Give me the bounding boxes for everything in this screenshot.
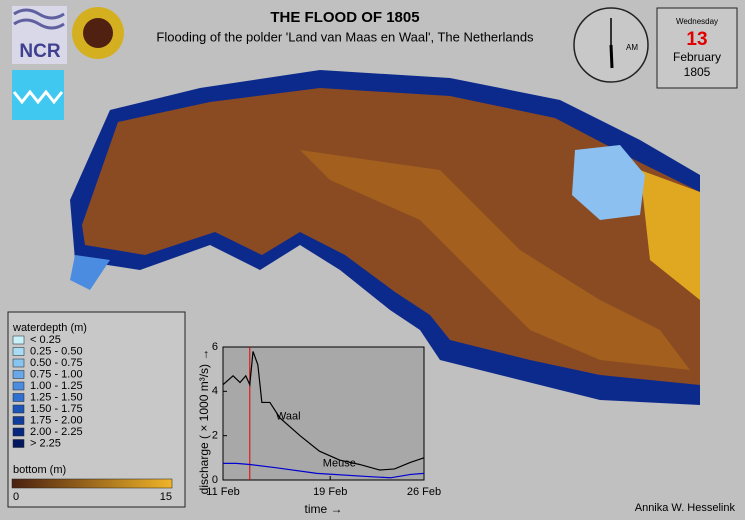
legend-swatch [12, 404, 25, 414]
weekday: Wednesday [676, 17, 718, 26]
map [70, 70, 700, 405]
date-box: Wednesday 13 February 1805 [656, 7, 738, 89]
legend-swatch [12, 393, 25, 402]
legend-label: 1.50 - 1.75 [30, 403, 83, 415]
clock-period: AM [626, 43, 638, 52]
legend-swatch [12, 370, 25, 379]
legend-label: 1.75 - 2.00 [30, 414, 83, 426]
colorbar-max: 15 [160, 491, 172, 503]
x-tick-label: 11 Feb [206, 486, 239, 498]
colorbar-title: bottom (m) [13, 464, 66, 476]
subtitle: Flooding of the polder 'Land van Maas en… [156, 29, 534, 44]
series-line [222, 351, 425, 471]
series-label: Waal [276, 410, 301, 422]
x-tick-label: 26 Feb [407, 486, 441, 498]
day: 13 [686, 29, 707, 50]
clock: AM [573, 7, 649, 83]
series-line [223, 462, 425, 479]
y-axis-label: discharge ( × 1000 m³/s) → [197, 349, 211, 495]
legend-label: 0.75 - 1.00 [30, 368, 83, 380]
x-axis-label: time → [304, 502, 342, 516]
logo: NCR [12, 6, 124, 120]
month: February [673, 50, 721, 64]
y-tick-label: 4 [212, 385, 218, 397]
legend-swatch [12, 347, 25, 356]
legend-label: 0.25 - 0.50 [30, 345, 83, 357]
legend-swatch [12, 427, 25, 437]
y-tick-label: 0 [212, 474, 218, 486]
legend-label: 1.00 - 1.25 [30, 380, 83, 392]
colorbar-min: 0 [13, 491, 19, 503]
legend-label: < 0.25 [30, 334, 61, 346]
title: THE FLOOD OF 1805 [270, 9, 419, 26]
legend-label: 1.25 - 1.50 [30, 391, 83, 403]
plot-area [222, 346, 425, 481]
legend-swatch [12, 381, 25, 391]
legend-swatch [12, 358, 25, 368]
series-label: Meuse [323, 457, 356, 469]
legend-label: 2.00 - 2.25 [30, 426, 83, 438]
logo-text: NCR [19, 41, 60, 62]
credit: Annika W. Hesselink [635, 502, 736, 514]
legend-swatch [12, 416, 25, 425]
x-tick-label: 19 Feb [313, 486, 347, 498]
legend-label: > 2.25 [30, 437, 61, 449]
legend-title: waterdepth (m) [12, 322, 87, 334]
year: 1805 [684, 65, 711, 79]
legend-label: 0.50 - 0.75 [30, 357, 83, 369]
colorbar [11, 478, 173, 489]
legend-swatch [12, 335, 25, 345]
y-tick-label: 6 [212, 341, 218, 353]
y-tick-label: 2 [212, 430, 218, 442]
legend-swatch [12, 439, 25, 448]
legend: waterdepth (m) bottom (m) 0 15 [7, 311, 186, 508]
